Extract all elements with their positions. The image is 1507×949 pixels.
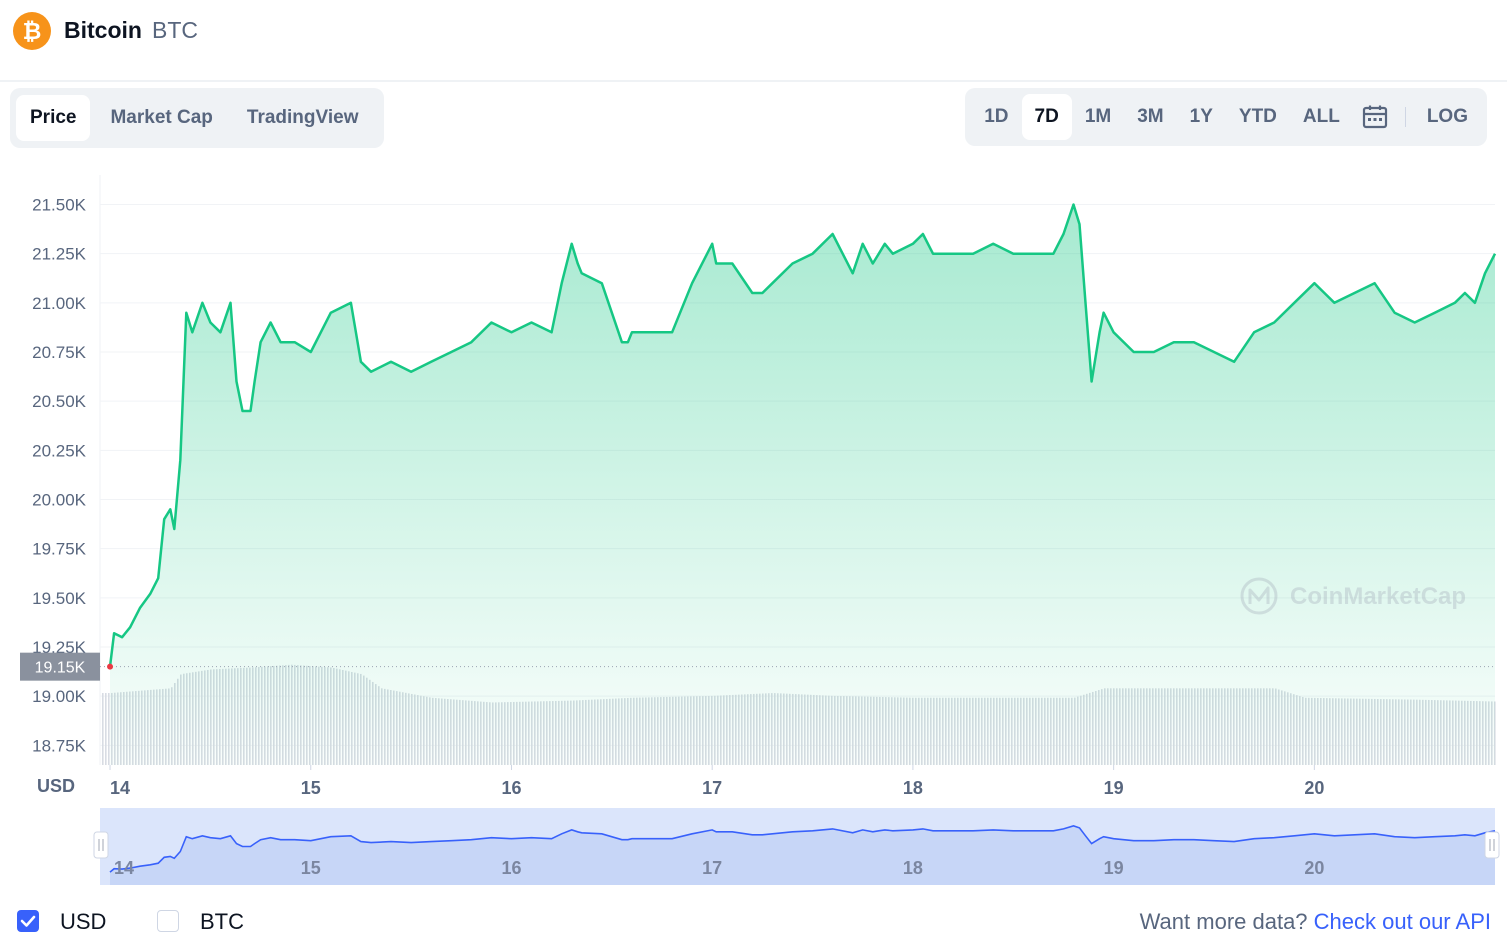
currency-footer: USD BTC Want more data? Check out our AP… bbox=[0, 900, 1507, 949]
tab-market-cap[interactable]: Market Cap bbox=[110, 107, 213, 128]
price-chart[interactable]: 21.50K 21.25K 21.00K 20.75K 20.50K 20.25K 20.0… bbox=[0, 160, 1507, 890]
start-price-badge: 19.15K bbox=[35, 660, 86, 677]
navigator-tick-label: 15 bbox=[301, 858, 321, 878]
coin-symbol: BTC bbox=[152, 17, 198, 43]
bitcoin-logo-icon: ₿ bbox=[13, 12, 51, 50]
navigator-x-axis: 14 15 16 17 18 19 20 bbox=[114, 858, 1324, 878]
navigator-tick-label: 17 bbox=[702, 858, 722, 878]
range-1y[interactable]: 1Y bbox=[1189, 106, 1213, 127]
y-tick-label: 18.75K bbox=[32, 736, 87, 755]
y-axis: 21.50K 21.25K 21.00K 20.75K 20.50K 20.25K 20.0… bbox=[32, 196, 87, 756]
coin-name: Bitcoin bbox=[64, 17, 142, 43]
y-tick-label: 21.50K bbox=[32, 196, 87, 215]
tab-tradingview[interactable]: TradingView bbox=[246, 107, 359, 128]
api-link[interactable]: Check out our API bbox=[1313, 909, 1491, 934]
api-promo: Want more data? Check out our API bbox=[1140, 909, 1491, 935]
navigator-line bbox=[109, 825, 1496, 873]
btc-label: BTC bbox=[200, 909, 244, 934]
navigator-tick-label: 16 bbox=[501, 858, 521, 878]
y-tick-label: 21.25K bbox=[32, 245, 87, 264]
page-header: ₿ Bitcoin BTC bbox=[0, 0, 1507, 82]
x-tick-label: 17 bbox=[702, 778, 722, 798]
range-7d[interactable]: 7D bbox=[1021, 94, 1072, 140]
x-tick-label: 15 bbox=[301, 778, 321, 798]
x-tick-label: 18 bbox=[903, 778, 923, 798]
range-ytd[interactable]: YTD bbox=[1238, 106, 1277, 127]
x-tick-label: 20 bbox=[1304, 778, 1324, 798]
volume-bar bbox=[102, 693, 104, 765]
y-tick-label: 20.00K bbox=[32, 491, 87, 510]
y-tick-label: 20.50K bbox=[32, 392, 87, 411]
y-axis-unit: USD bbox=[37, 776, 75, 796]
y-tick-label: 19.25K bbox=[32, 638, 87, 657]
navigator-tick-label: 14 bbox=[114, 858, 134, 878]
calendar-icon[interactable] bbox=[1353, 94, 1397, 140]
volume-bar bbox=[108, 693, 110, 765]
navigator-tick-label: 18 bbox=[903, 858, 923, 878]
x-tick-label: 16 bbox=[501, 778, 521, 798]
range-1d[interactable]: 1D bbox=[984, 106, 1009, 127]
start-point-marker bbox=[107, 663, 114, 670]
api-prompt: Want more data? bbox=[1139, 909, 1308, 934]
start-price-badge-bg bbox=[20, 652, 100, 681]
check-icon bbox=[20, 915, 36, 927]
time-range-selector: 1D 7D 1M 3M 1Y YTD ALL LOG bbox=[965, 88, 1487, 146]
y-tick-label: 20.75K bbox=[32, 343, 87, 362]
y-tick-label: 20.25K bbox=[32, 441, 87, 460]
y-tick-label: 21.00K bbox=[32, 294, 87, 313]
y-tick-label: 19.50K bbox=[32, 589, 87, 608]
navigator-tick-label: 19 bbox=[1104, 858, 1124, 878]
navigator-handle-left[interactable] bbox=[93, 831, 109, 859]
price-line bbox=[108, 203, 1497, 667]
navigator-handle-right[interactable] bbox=[1484, 831, 1500, 859]
log-scale-toggle[interactable]: LOG bbox=[1426, 106, 1468, 127]
range-navigator[interactable]: 14 15 16 17 18 19 20 bbox=[93, 808, 1500, 885]
x-tick-label: 14 bbox=[110, 778, 130, 798]
x-tick-label: 19 bbox=[1104, 778, 1124, 798]
navigator-tick-label: 20 bbox=[1304, 858, 1324, 878]
x-axis: 14 15 16 17 18 19 20 bbox=[109, 765, 1324, 798]
chart-type-tabs: Price Market Cap TradingView bbox=[10, 88, 385, 148]
usd-checkbox[interactable] bbox=[17, 910, 39, 932]
coinmarketcap-watermark: CoinMarketCap bbox=[1240, 577, 1466, 615]
y-tick-label: 19.00K bbox=[32, 687, 87, 706]
range-divider bbox=[1404, 107, 1406, 127]
y-tick-label: 19.75K bbox=[32, 540, 87, 559]
usd-label: USD bbox=[60, 909, 107, 934]
range-3m[interactable]: 3M bbox=[1137, 106, 1164, 127]
tab-price[interactable]: Price bbox=[16, 95, 91, 141]
btc-checkbox[interactable] bbox=[157, 910, 179, 932]
price-area bbox=[110, 204, 1495, 765]
range-1m[interactable]: 1M bbox=[1084, 106, 1112, 127]
watermark-text: CoinMarketCap bbox=[1290, 583, 1466, 610]
volume-bar bbox=[105, 693, 107, 765]
range-all[interactable]: ALL bbox=[1302, 106, 1340, 127]
